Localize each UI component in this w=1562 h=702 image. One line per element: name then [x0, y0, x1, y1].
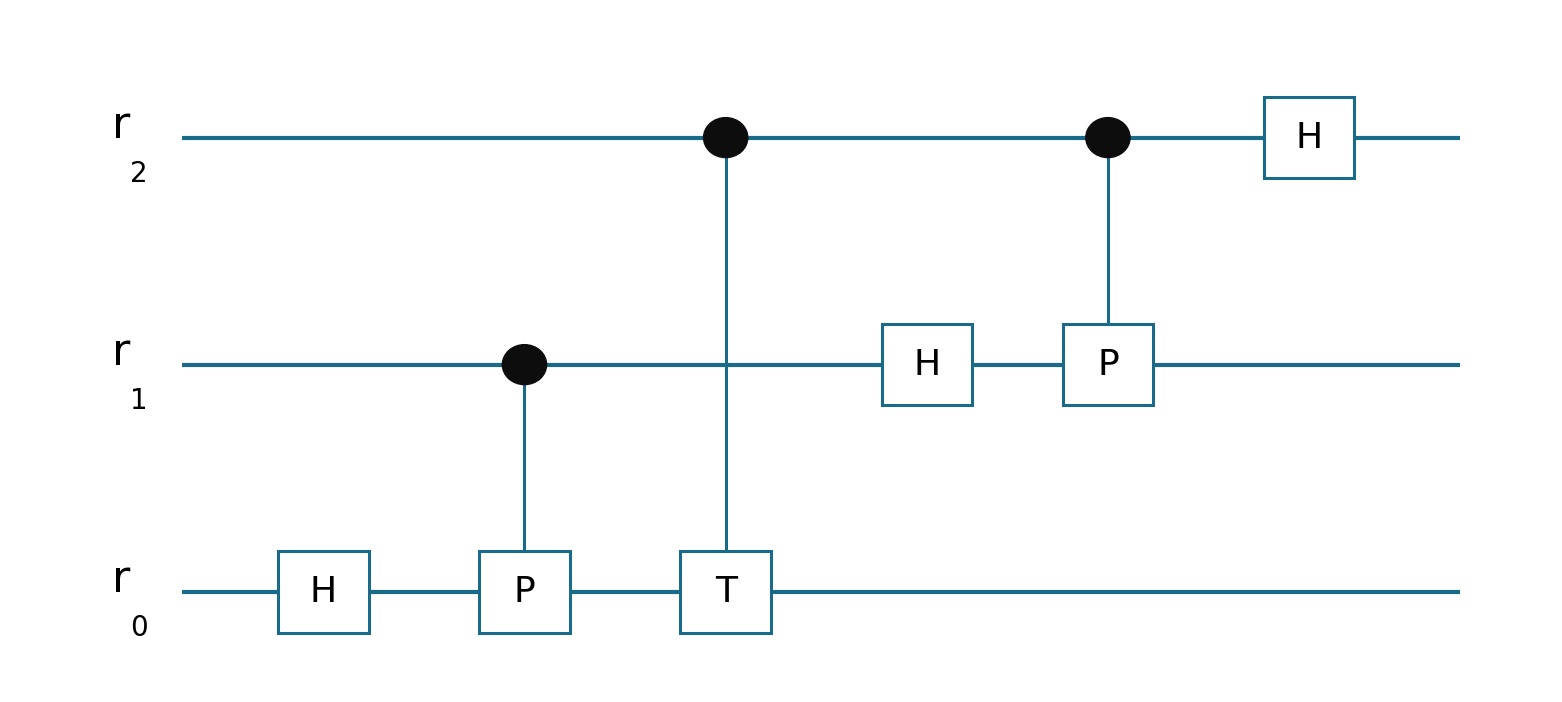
- Text: 1: 1: [130, 388, 148, 416]
- Text: r: r: [112, 331, 130, 373]
- FancyBboxPatch shape: [480, 551, 570, 633]
- Text: r: r: [112, 557, 130, 601]
- FancyBboxPatch shape: [1264, 97, 1354, 178]
- Text: r: r: [112, 104, 130, 147]
- FancyBboxPatch shape: [881, 324, 972, 406]
- Text: 0: 0: [130, 614, 148, 642]
- Text: H: H: [1295, 121, 1323, 154]
- Text: H: H: [309, 575, 337, 609]
- Text: H: H: [914, 347, 940, 382]
- Circle shape: [1086, 118, 1129, 157]
- Text: P: P: [514, 575, 536, 609]
- Text: T: T: [715, 575, 737, 609]
- Circle shape: [703, 118, 748, 157]
- Circle shape: [503, 345, 547, 385]
- FancyBboxPatch shape: [278, 551, 369, 633]
- FancyBboxPatch shape: [681, 551, 772, 633]
- FancyBboxPatch shape: [1062, 324, 1153, 406]
- Text: 2: 2: [130, 160, 148, 188]
- Text: P: P: [1097, 347, 1118, 382]
